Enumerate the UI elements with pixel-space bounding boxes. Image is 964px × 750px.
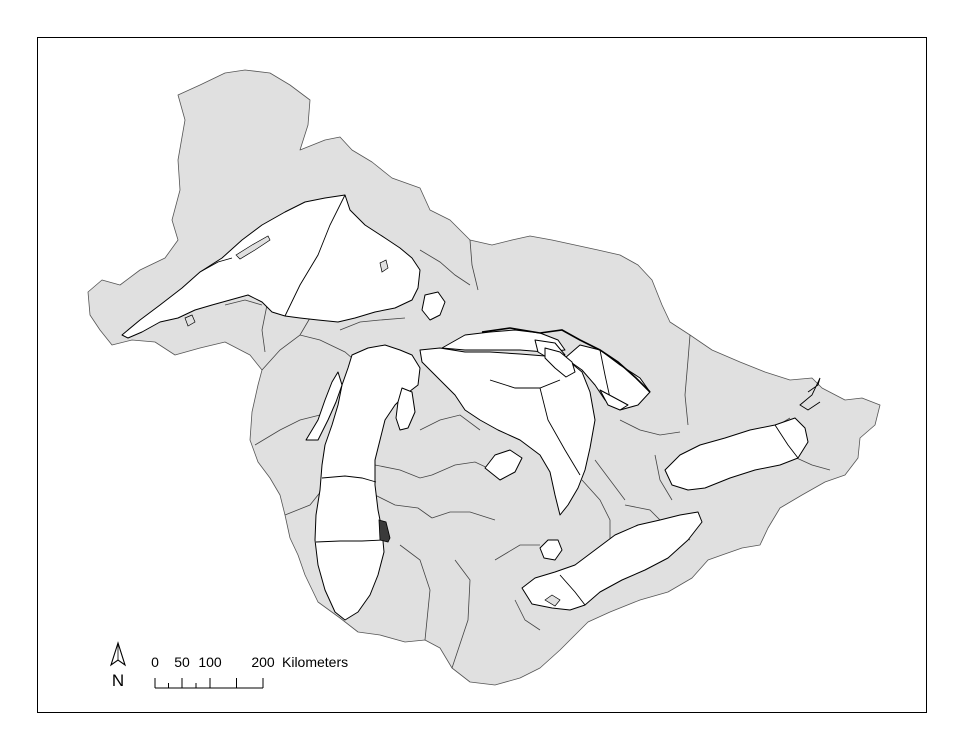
north-channel bbox=[441, 329, 566, 353]
lake-erie bbox=[521, 511, 703, 611]
scale-tick-label-200: 200 bbox=[251, 654, 275, 670]
scale-tick-label-0: 0 bbox=[151, 654, 159, 670]
sub-basin-boundaries bbox=[224, 239, 831, 669]
north-arrow: N bbox=[109, 641, 127, 690]
georgian-bay-shoreline bbox=[481, 327, 651, 393]
lake-ontario bbox=[664, 417, 809, 491]
green-bay bbox=[305, 371, 343, 441]
scale-unit-label: Kilometers bbox=[282, 654, 348, 670]
lake-st-clair bbox=[539, 539, 563, 561]
scale-tick-label-50: 50 bbox=[174, 654, 190, 670]
isle-royale bbox=[235, 235, 271, 260]
saginaw-bay bbox=[484, 449, 523, 481]
lake-michigan bbox=[314, 344, 421, 621]
north-label: N bbox=[112, 671, 124, 690]
scale-tick-label-100: 100 bbox=[198, 654, 222, 670]
lake-superior bbox=[121, 194, 421, 339]
lake-nipigon bbox=[421, 291, 446, 321]
lake-huron bbox=[419, 347, 596, 516]
scale-bar: 0 50 100 200 Kilometers bbox=[151, 654, 348, 689]
study-area-highlight bbox=[378, 519, 391, 543]
